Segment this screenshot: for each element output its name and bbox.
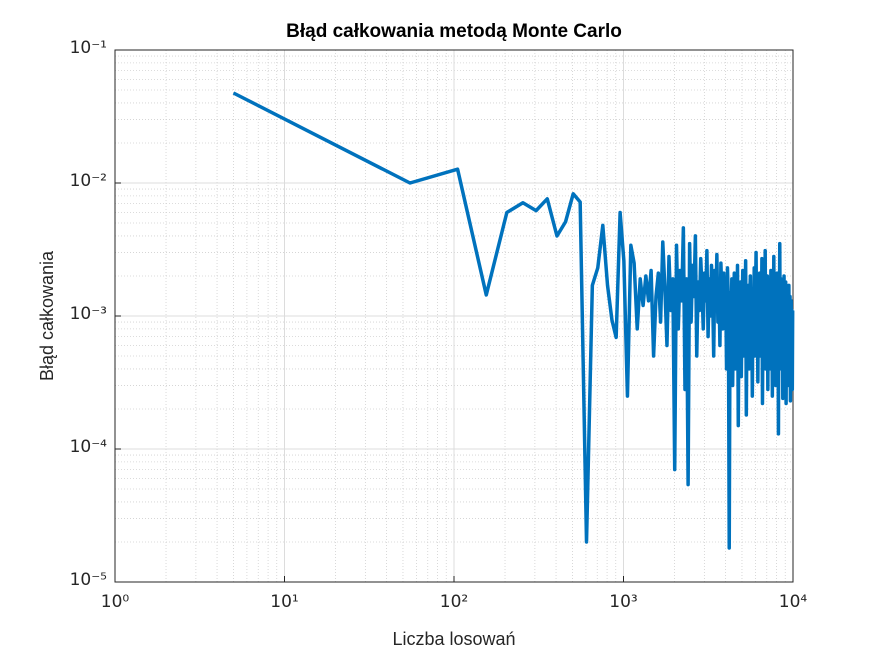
y-tick-label: 10⁻⁵ xyxy=(70,570,107,590)
chart-title: Błąd całkowania metodą Monte Carlo xyxy=(286,21,622,42)
x-tick-label: 10⁰ xyxy=(101,592,130,612)
x-axis-label: Liczba losowań xyxy=(392,629,515,649)
x-tick-label: 10³ xyxy=(609,592,637,612)
x-tick-label: 10¹ xyxy=(270,592,298,612)
y-tick-label: 10⁻⁴ xyxy=(70,437,108,457)
y-tick-label: 10⁻¹ xyxy=(70,38,107,58)
x-tick-label: 10⁴ xyxy=(779,592,808,612)
x-tick-label: 10² xyxy=(440,592,468,612)
y-tick-label: 10⁻³ xyxy=(70,304,107,324)
y-tick-label: 10⁻² xyxy=(70,171,107,191)
data-line xyxy=(232,91,795,550)
y-axis-label: Błąd całkowania xyxy=(37,250,57,381)
